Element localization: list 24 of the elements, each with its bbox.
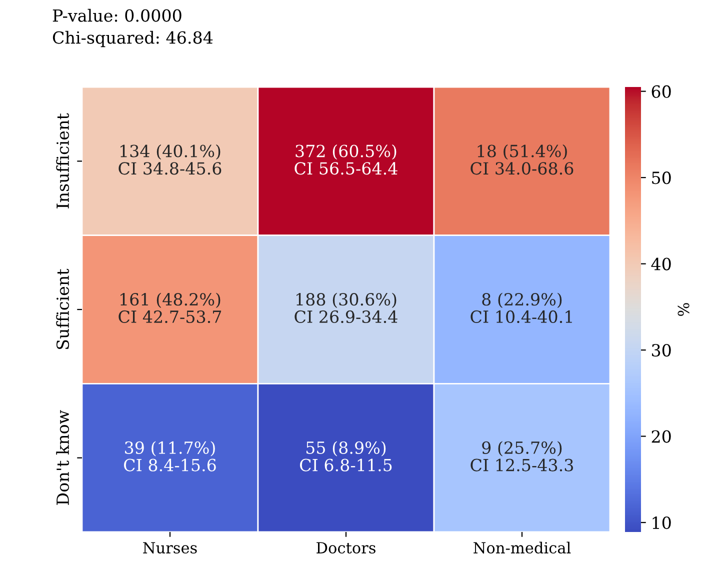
data-label: 39 (11.7%) CI 8.4-15.6 — [124, 441, 216, 472]
y-tick-label: Don't know — [56, 410, 70, 505]
data-label: 134 (40.1%) CI 34.8-45.6 — [118, 144, 222, 175]
data-label: 9 (25.7%) CI 12.5-43.3 — [470, 441, 574, 472]
data-label: 161 (48.2%) CI 42.7-53.7 — [118, 292, 222, 324]
color-bar-label: 40 — [651, 258, 671, 270]
color-bar-label: 60 — [652, 85, 671, 98]
color-bar-label: 50 — [652, 172, 671, 184]
x-tick-label: Nurses — [143, 542, 197, 554]
text: P-value: 0.0000 — [52, 8, 182, 22]
color-bar-label: 10 — [652, 516, 671, 530]
x-tick-label: Doctors — [316, 542, 376, 554]
x-tick-label: Non-medical — [474, 542, 571, 554]
color-bar-label: 30 — [652, 344, 671, 357]
color-bar-label: 20 — [652, 430, 671, 443]
data-label: 18 (51.4%) CI 34.0-68.6 — [470, 144, 574, 175]
color-bar-title: % — [678, 303, 690, 316]
data-label: 8 (22.9%) CI 10.4-40.1 — [470, 292, 572, 324]
text: Chi-squared: 46.84 — [52, 30, 213, 48]
data-label: 55 (8.9%) CI 6.8-11.5 — [300, 441, 392, 472]
data-label: 188 (30.6%) CI 26.9-34.4 — [294, 292, 398, 324]
data-label: 372 (60.5%) CI 56.5-64.4 — [294, 144, 398, 175]
y-tick-label: Insufficient — [56, 113, 70, 208]
y-tick-label: Sufficient — [56, 268, 70, 349]
